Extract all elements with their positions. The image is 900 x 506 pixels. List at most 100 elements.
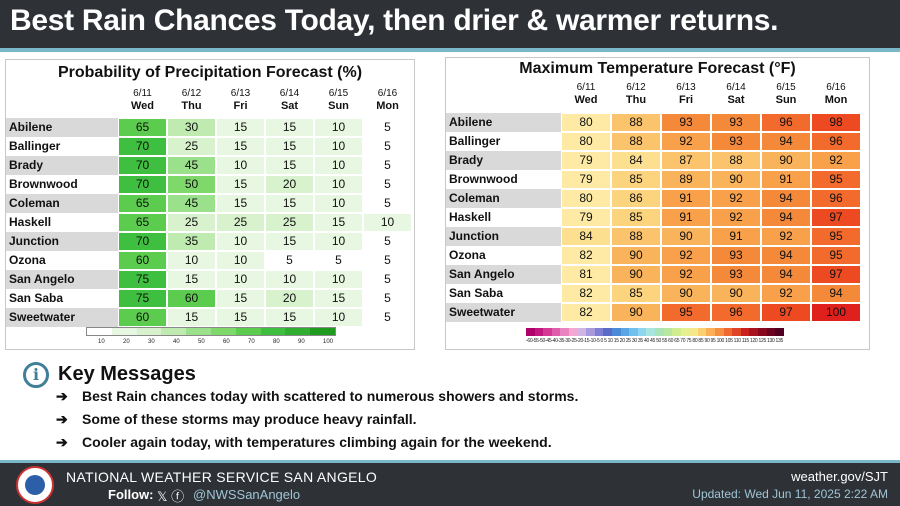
day-weekday: Thu: [625, 94, 647, 106]
table-cell: 15: [168, 309, 215, 326]
table-cell: 82: [562, 285, 610, 302]
table-cell: 97: [812, 209, 860, 226]
table-cell: 25: [168, 214, 215, 231]
table-cell: 92: [762, 228, 810, 245]
social-icons[interactable]: 𝕏 ⓕ: [157, 489, 185, 504]
city-label: Abilene: [6, 118, 118, 137]
day-weekday: Sun: [328, 100, 349, 112]
table-cell: 5: [364, 271, 411, 288]
website-link[interactable]: weather.gov/SJT: [791, 469, 888, 484]
table-cell: 92: [662, 133, 710, 150]
table-cell: 10: [266, 271, 313, 288]
city-label: Ballinger: [6, 137, 118, 156]
table-cell: 70: [119, 157, 166, 174]
office-name: NATIONAL WEATHER SERVICE SAN ANGELO: [66, 469, 378, 485]
arrow-icon: ➔: [56, 411, 68, 427]
table-cell: 15: [266, 195, 313, 212]
city-label: Ozona: [6, 251, 118, 270]
table-cell: 10: [168, 252, 215, 269]
city-label: Brady: [6, 156, 118, 175]
day-weekday: Mon: [376, 100, 399, 112]
table-cell: 10: [217, 157, 264, 174]
day-header: 6/16 Mon: [811, 82, 861, 106]
table-cell: 93: [712, 114, 760, 131]
footer-stripe: [0, 460, 900, 463]
table-cell: 95: [662, 304, 710, 321]
table-cell: 93: [712, 266, 760, 283]
table-cell: 10: [217, 252, 264, 269]
table-cell: 15: [217, 290, 264, 307]
table-cell: 93: [662, 114, 710, 131]
table-cell: 94: [762, 247, 810, 264]
social-handle[interactable]: @NWSSanAngelo: [193, 487, 301, 502]
header-bar: Best Rain Chances Today, then drier & wa…: [0, 0, 900, 48]
maxt-legend-ticks: -60-55-50-45-40-35-30-25-20-15-10-5 0 5 …: [526, 338, 784, 344]
city-label: San Angelo: [6, 270, 118, 289]
table-cell: 79: [562, 171, 610, 188]
table-cell: 35: [168, 233, 215, 250]
day-header: 6/15 Sun: [314, 88, 363, 112]
table-cell: 25: [168, 138, 215, 155]
city-label: San Saba: [446, 284, 561, 303]
day-header: 6/11 Wed: [561, 82, 611, 106]
table-cell: 96: [812, 190, 860, 207]
table-cell: 87: [662, 152, 710, 169]
table-cell: 65: [119, 195, 166, 212]
table-cell: 100: [812, 304, 860, 321]
table-cell: 96: [812, 133, 860, 150]
maxt-forecast-panel: Maximum Temperature Forecast (°F) 6/11 We…: [445, 57, 870, 350]
city-label: Haskell: [446, 208, 561, 227]
table-cell: 91: [662, 190, 710, 207]
table-cell: 92: [812, 152, 860, 169]
day-date: 6/16: [377, 88, 398, 99]
table-cell: 90: [712, 285, 760, 302]
table-cell: 5: [364, 309, 411, 326]
table-cell: 10: [315, 195, 362, 212]
day-date: 6/13: [676, 82, 696, 93]
table-cell: 95: [812, 247, 860, 264]
table-cell: 5: [364, 157, 411, 174]
legend-tick: 30: [148, 339, 155, 345]
table-cell: 15: [217, 138, 264, 155]
table-cell: 10: [315, 119, 362, 136]
table-cell: 90: [712, 171, 760, 188]
table-cell: 90: [662, 285, 710, 302]
table-cell: 95: [812, 228, 860, 245]
table-cell: 30: [168, 119, 215, 136]
table-cell: 25: [217, 214, 264, 231]
table-cell: 20: [266, 290, 313, 307]
table-cell: 5: [364, 290, 411, 307]
table-cell: 90: [662, 228, 710, 245]
table-cell: 97: [762, 304, 810, 321]
table-cell: 94: [762, 266, 810, 283]
table-cell: 94: [762, 133, 810, 150]
table-cell: 10: [315, 271, 362, 288]
city-label: Junction: [446, 227, 561, 246]
maxt-title: Maximum Temperature Forecast (°F): [519, 60, 796, 77]
table-cell: 94: [762, 209, 810, 226]
day-weekday: Sat: [727, 94, 745, 106]
table-cell: 65: [119, 214, 166, 231]
table-cell: 45: [168, 157, 215, 174]
table-cell: 90: [612, 247, 660, 264]
legend-tick: 80: [273, 339, 280, 345]
table-cell: 20: [266, 176, 313, 193]
table-cell: 5: [364, 176, 411, 193]
pop-forecast-panel: Probability of Precipitation Forecast (%…: [5, 59, 415, 350]
legend-tick: 40: [173, 339, 180, 345]
day-date: 6/14: [726, 82, 746, 93]
city-label: Ozona: [446, 246, 561, 265]
table-cell: 80: [562, 133, 610, 150]
city-label: Ballinger: [446, 132, 561, 151]
city-label: Sweetwater: [446, 303, 561, 322]
table-cell: 82: [562, 304, 610, 321]
table-cell: 15: [217, 195, 264, 212]
table-cell: 15: [315, 290, 362, 307]
table-cell: 82: [562, 247, 610, 264]
city-label: Haskell: [6, 213, 118, 232]
pop-title: Probability of Precipitation Forecast (%…: [57, 64, 363, 81]
table-cell: 5: [364, 252, 411, 269]
table-cell: 5: [364, 233, 411, 250]
table-cell: 10: [315, 138, 362, 155]
day-header: 6/13 Fri: [661, 82, 711, 106]
